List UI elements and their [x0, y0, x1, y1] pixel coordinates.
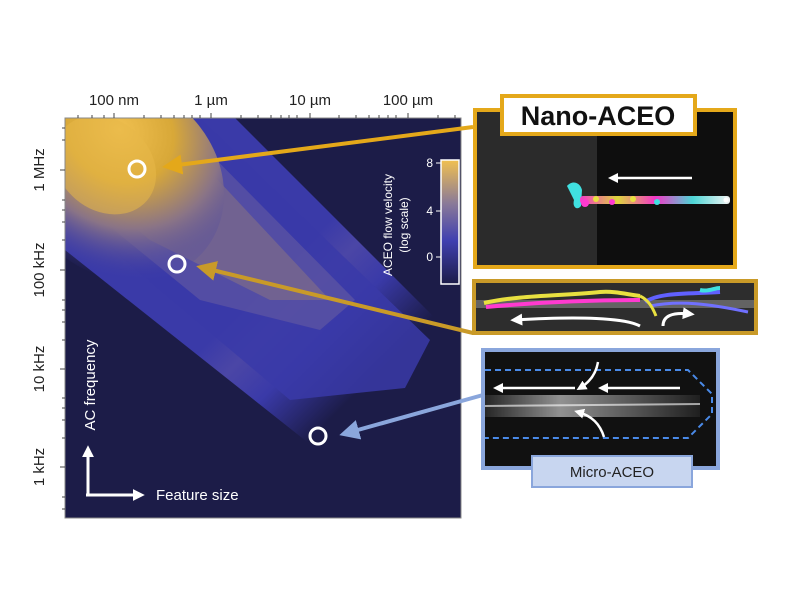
mid-point-marker: [167, 254, 187, 274]
mid-track-magenta: [485, 298, 641, 309]
nano-title-tab: [500, 94, 697, 136]
frequency-axis-label: AC frequency: [82, 339, 99, 430]
connector-arrows: [162, 125, 484, 440]
y-tick-label: 1 kHz: [31, 448, 48, 486]
micro-point-marker: [308, 426, 328, 446]
map-bands: [65, 118, 461, 468]
nano-point-marker: [127, 159, 147, 179]
x-axis: 100 nm 1 µm 10 µm 100 µm: [77, 92, 456, 118]
nano-particle-track: [567, 182, 730, 209]
y-tick-label: 1 MHz: [31, 148, 48, 191]
y-tick-label: 100 kHz: [31, 242, 48, 297]
x-tick-label: 100 µm: [383, 92, 433, 109]
x-tick-label: 1 µm: [194, 92, 228, 109]
mid-track-yellow-2: [639, 294, 658, 317]
aceo-colormap: 100 nm 1 µm 10 µm 100 µm 1 MHz 100 kHz 1…: [31, 92, 462, 519]
colorbar-tick: 8: [426, 156, 433, 170]
mid-track-yellow: [483, 289, 641, 305]
velocity-peak: [65, 118, 157, 215]
micro-flow-arrow-bottom: [574, 408, 606, 438]
x-tick-label: 10 µm: [289, 92, 331, 109]
colorbar-tick: 4: [426, 204, 433, 218]
y-axis: 1 MHz 100 kHz 10 kHz 1 kHz: [31, 127, 65, 510]
micro-label: Micro-ACEO: [570, 464, 654, 481]
size-axis-label: Feature size: [156, 487, 239, 504]
micro-electrode-outline: [485, 369, 713, 439]
micro-bright-line: [484, 403, 701, 407]
micro-aceo-panel: Micro-ACEO: [481, 348, 720, 488]
colorbar-title-line2: (log scale): [397, 197, 411, 252]
mid-aceo-panel: [472, 279, 758, 335]
micro-flow-arrow-top: [576, 361, 600, 391]
x-tick-label: 100 nm: [89, 92, 139, 109]
micro-arrow: [339, 393, 484, 440]
mid-track-cyan: [699, 286, 721, 293]
mid-track-blue-2: [649, 301, 749, 314]
y-tick-label: 10 kHz: [31, 346, 48, 393]
mid-flow-arrow-left: [510, 313, 641, 328]
mid-channel: [476, 300, 754, 308]
nano-aceo-panel: Nano-ACEO: [473, 94, 737, 269]
micro-label-tab: [531, 455, 693, 488]
mid-flow-arrow-right: [661, 307, 695, 327]
nano-title: Nano-ACEO: [521, 101, 676, 131]
nano-arrow: [162, 125, 474, 175]
colorbar-title-line1: ACEO flow velocity: [381, 174, 395, 276]
mid-arrow: [196, 261, 474, 335]
colorbar-tick: 0: [426, 250, 433, 264]
colorbar: 8 4 0 ACEO flow velocity (log scale): [381, 156, 460, 285]
map-frame: [64, 117, 462, 519]
axis-direction-arrows: AC frequency Feature size: [82, 339, 239, 504]
colorbar-scale: [440, 159, 460, 285]
mid-track-blue: [643, 290, 721, 304]
